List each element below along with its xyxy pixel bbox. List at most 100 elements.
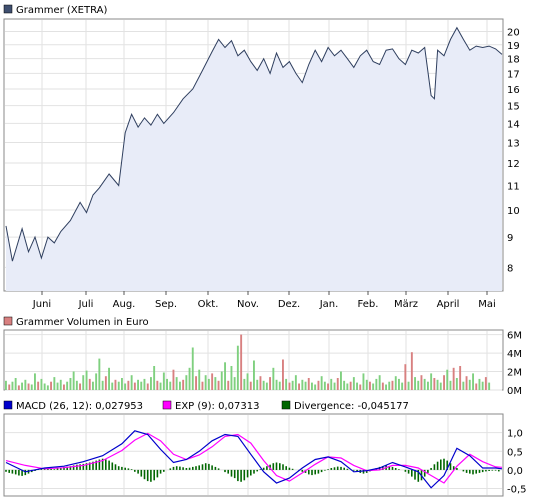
divergence-bar (253, 469, 255, 474)
volume-bar (169, 381, 172, 390)
volume-bar (146, 383, 149, 390)
volume-bar (195, 376, 197, 390)
divergence-bar (127, 468, 130, 470)
volume-bar (5, 380, 7, 390)
macd-legend: MACD (26, 12): 0,027953 EXP (9): 0,07313 D… (3, 400, 409, 412)
volume-bar (72, 371, 75, 390)
volume-bar (50, 381, 52, 390)
divergence-bar (111, 462, 114, 470)
divergence-bar (356, 469, 358, 472)
volume-panel: Grammer Volumen in Euro 6M 4M 2M 0M (3, 316, 522, 397)
divergence-bar (224, 469, 226, 473)
volume-bar (311, 382, 313, 390)
volume-bar (256, 379, 259, 390)
volume-bar (362, 373, 365, 390)
volume-bar (465, 376, 468, 390)
divergence-bar (411, 469, 413, 477)
volume-bar (372, 383, 375, 390)
volume-bar (230, 366, 233, 390)
divergence-bar (472, 469, 474, 475)
volume-bar (85, 370, 88, 390)
price-x-tick-label: Mai (478, 299, 496, 310)
volume-bar (436, 379, 439, 390)
divergence-bar (314, 469, 316, 475)
volume-bar (478, 378, 481, 390)
divergence-bar (433, 464, 436, 470)
volume-bar (407, 381, 410, 390)
volume-bar (455, 378, 458, 390)
volume-bar (423, 378, 426, 390)
volume-bar (433, 378, 436, 390)
volume-bar (410, 352, 413, 390)
volume-bar (291, 380, 294, 390)
volume-bar (66, 381, 69, 390)
divergence-bar (391, 466, 394, 470)
price-x-tick-label: Nov. (237, 299, 259, 310)
volume-bar (207, 378, 210, 390)
volume-bar (224, 362, 226, 390)
price-x-tick-label: Aug. (113, 299, 136, 310)
volume-bar (140, 381, 143, 390)
volume-bar (272, 367, 275, 390)
divergence-bar (275, 462, 278, 470)
divergence-bar (24, 469, 27, 476)
volume-bar (95, 373, 98, 390)
volume-y-tick-label: 4M (507, 349, 522, 360)
volume-bar (182, 379, 185, 390)
volume-bar (233, 377, 236, 390)
volume-bar (414, 377, 416, 390)
volume-bar (56, 382, 59, 390)
volume-bar (227, 380, 230, 390)
macd-line (5, 430, 503, 489)
volume-bar (240, 334, 243, 390)
volume-bars (5, 334, 491, 390)
divergence-bar (88, 462, 91, 470)
volume-bar (446, 369, 449, 390)
volume-bar (40, 378, 43, 390)
macd-y-axis: 1,0 0,5 0,0 -0,5 (507, 429, 527, 496)
divergence-bar (436, 461, 439, 470)
price-y-tick-label: 16 (507, 85, 520, 96)
divergence-bar (291, 468, 294, 470)
divergence-bar (324, 469, 326, 471)
divergence-bar (259, 469, 262, 470)
volume-bar (452, 367, 455, 390)
volume-bar (21, 382, 23, 390)
volume-y-axis: 6M 4M 2M 0M (507, 331, 522, 397)
divergence-bar (101, 458, 104, 470)
volume-bar (265, 382, 268, 390)
volume-bar (201, 381, 204, 390)
macd-y-tick-label: -0,5 (507, 485, 527, 496)
volume-bar (98, 358, 101, 390)
divergence-bar (159, 469, 162, 474)
volume-bar (369, 381, 371, 390)
price-y-tick-label: 10 (507, 206, 520, 217)
price-x-tick-label: Juni (32, 299, 51, 310)
volume-bar (336, 378, 339, 390)
price-y-tick-label: 15 (507, 102, 520, 113)
divergence-bar (423, 469, 426, 477)
volume-bar (356, 382, 358, 390)
divergence-bar (95, 460, 97, 470)
volume-bar (488, 382, 491, 390)
divergence-bar (134, 469, 136, 472)
volume-bar (63, 384, 65, 390)
divergence-bar (76, 464, 78, 470)
volume-bar (346, 383, 349, 390)
volume-bar (343, 380, 346, 390)
divergence-bar (114, 464, 117, 470)
volume-bar (24, 379, 27, 390)
macd-lines (5, 430, 503, 489)
volume-bar (43, 383, 46, 390)
divergence-bar (301, 469, 304, 472)
volume-bar (108, 367, 110, 390)
divergence-bar (195, 466, 197, 470)
volume-bar (468, 379, 471, 390)
divergence-bar (72, 465, 75, 470)
divergence-bar (63, 466, 65, 470)
volume-bar (475, 383, 478, 390)
price-y-tick-label: 12 (507, 159, 520, 170)
volume-bar (259, 376, 262, 390)
price-area (5, 26, 503, 291)
